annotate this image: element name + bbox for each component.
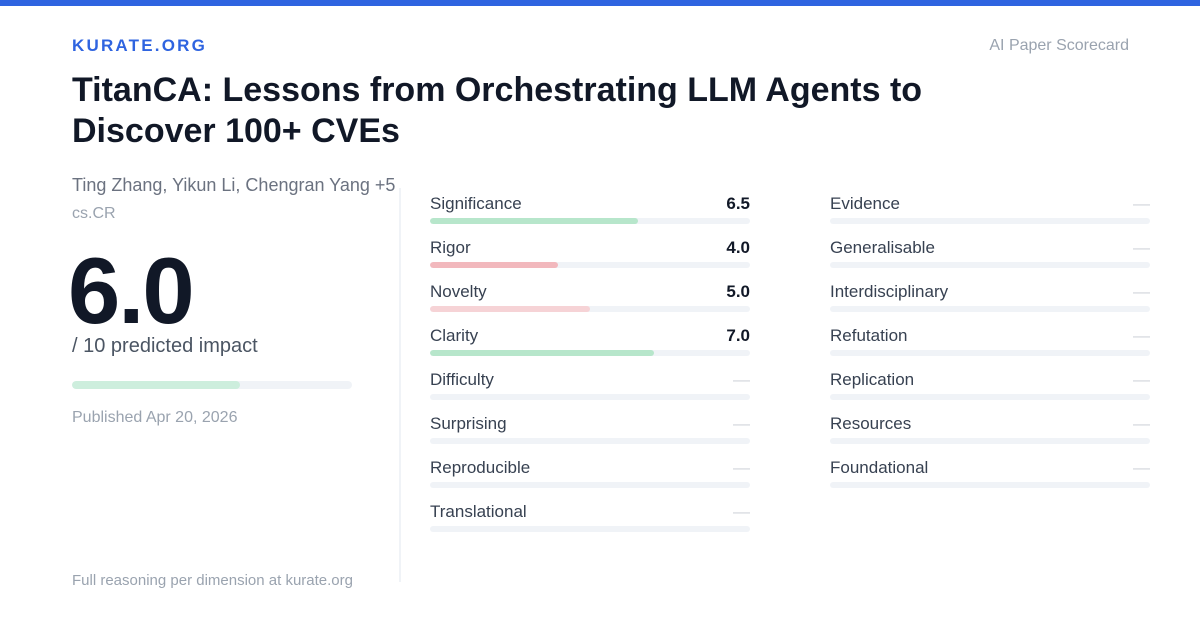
dimension-value: — xyxy=(1133,458,1150,477)
impact-score-subtitle: / 10 predicted impact xyxy=(72,335,258,357)
dimension-value: 5.0 xyxy=(726,282,750,301)
page-tagline: AI Paper Scorecard xyxy=(989,37,1129,54)
dimension-value: 7.0 xyxy=(726,326,750,345)
dimension-interdisciplinary: Interdisciplinary — xyxy=(830,282,1150,326)
dimension-resources: Resources — xyxy=(830,414,1150,458)
dimension-value: — xyxy=(1133,194,1150,213)
dimension-value: — xyxy=(733,414,750,433)
dimension-value: — xyxy=(1133,238,1150,257)
dimension-bar-fill xyxy=(430,262,558,268)
dimension-novelty: Novelty 5.0 xyxy=(430,282,750,326)
dimension-bar-fill xyxy=(430,306,590,312)
dimension-bar xyxy=(830,262,1150,268)
dimension-difficulty: Difficulty — xyxy=(430,370,750,414)
dimension-bar xyxy=(430,218,750,224)
dimension-label: Resources xyxy=(830,414,912,433)
dimension-label: Replication xyxy=(830,370,915,389)
dimension-bar xyxy=(430,438,750,444)
dimension-translational: Translational — xyxy=(430,502,750,546)
dimension-label: Refutation xyxy=(830,326,908,345)
dimension-rigor: Rigor 4.0 xyxy=(430,238,750,282)
dimension-label: Reproducible xyxy=(430,458,531,477)
dimension-value: — xyxy=(733,458,750,477)
impact-progress-fill xyxy=(72,381,240,389)
dimension-value: — xyxy=(1133,370,1150,389)
dimension-bar xyxy=(430,394,750,400)
dimension-bar xyxy=(430,526,750,532)
impact-progress-bar xyxy=(72,381,352,389)
dimension-label: Foundational xyxy=(830,458,929,477)
paper-title: TitanCA: Lessons from Orchestrating LLM … xyxy=(72,71,923,150)
paper-authors: Ting Zhang, Yikun Li, Chengran Yang +5 xyxy=(72,175,396,195)
dimension-replication: Replication — xyxy=(830,370,1150,414)
dimension-label: Evidence xyxy=(830,194,900,213)
dimension-value: 4.0 xyxy=(726,238,750,257)
footer-note: Full reasoning per dimension at kurate.o… xyxy=(72,572,353,589)
dimension-significance: Significance 6.5 xyxy=(430,194,750,238)
dimension-label: Generalisable xyxy=(830,238,935,257)
dimension-label: Clarity xyxy=(430,326,479,345)
dimension-label: Interdisciplinary xyxy=(830,282,949,301)
dimension-generalisable: Generalisable — xyxy=(830,238,1150,282)
dimension-bar xyxy=(830,438,1150,444)
dimension-value: — xyxy=(1133,326,1150,345)
dimension-bar xyxy=(430,482,750,488)
dimension-evidence: Evidence — xyxy=(830,194,1150,238)
dimension-label: Surprising xyxy=(430,414,507,433)
impact-score: 6.0 xyxy=(68,238,195,343)
dimension-label: Novelty xyxy=(430,282,487,301)
dimension-column-left: Significance 6.5 Rigor 4.0 Novelty 5.0 Clarity… xyxy=(430,194,750,546)
dimension-bar xyxy=(430,350,750,356)
dimension-bar xyxy=(830,394,1150,400)
dimension-refutation: Refutation — xyxy=(830,326,1150,370)
dimension-label: Rigor xyxy=(430,238,471,257)
dimension-label: Translational xyxy=(430,502,527,521)
dimension-reproducible: Reproducible — xyxy=(430,458,750,502)
dimension-label: Significance xyxy=(430,194,522,213)
dimension-bar xyxy=(830,482,1150,488)
published-date: Published Apr 20, 2026 xyxy=(72,409,238,426)
dimension-label: Difficulty xyxy=(430,370,494,389)
dimension-clarity: Clarity 7.0 xyxy=(430,326,750,370)
dimension-value: 6.5 xyxy=(726,194,750,213)
dimension-foundational: Foundational — xyxy=(830,458,1150,502)
brand-logo[interactable]: KURATE.ORG xyxy=(72,36,208,55)
column-divider xyxy=(399,188,401,582)
dimension-value: — xyxy=(1133,414,1150,433)
paper-category: cs.CR xyxy=(72,205,116,222)
dimension-value: — xyxy=(1133,282,1150,301)
dimension-bar xyxy=(430,262,750,268)
dimension-bar xyxy=(830,306,1150,312)
dimension-bar xyxy=(430,306,750,312)
dimension-value: — xyxy=(733,502,750,521)
top-accent-bar xyxy=(0,0,1200,6)
dimension-bar xyxy=(830,350,1150,356)
dimension-column-right: Evidence — Generalisable — Interdisciplinary… xyxy=(830,194,1150,502)
dimension-surprising: Surprising — xyxy=(430,414,750,458)
dimension-bar-fill xyxy=(430,350,654,356)
dimension-value: — xyxy=(733,370,750,389)
dimension-bar xyxy=(830,218,1150,224)
dimension-bar-fill xyxy=(430,218,638,224)
